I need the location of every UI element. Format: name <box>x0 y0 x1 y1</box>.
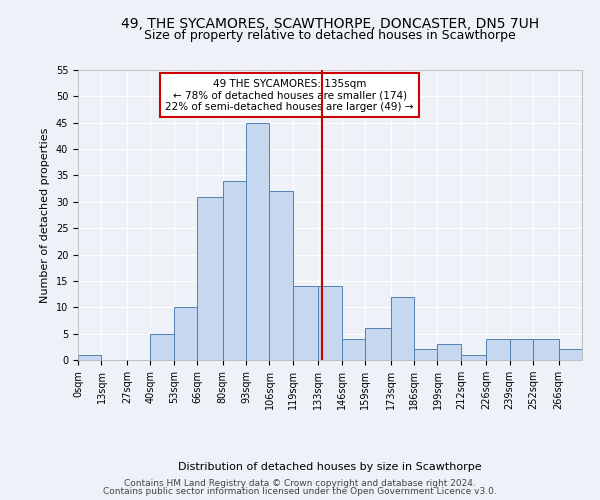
Bar <box>246 122 269 360</box>
Y-axis label: Number of detached properties: Number of detached properties <box>40 128 50 302</box>
Bar <box>318 286 342 360</box>
Text: Distribution of detached houses by size in Scawthorpe: Distribution of detached houses by size … <box>178 462 482 472</box>
Text: 49, THE SYCAMORES, SCAWTHORPE, DONCASTER, DN5 7UH: 49, THE SYCAMORES, SCAWTHORPE, DONCASTER… <box>121 18 539 32</box>
Text: Contains HM Land Registry data © Crown copyright and database right 2024.: Contains HM Land Registry data © Crown c… <box>124 478 476 488</box>
Bar <box>150 334 174 360</box>
Text: Contains public sector information licensed under the Open Government Licence v3: Contains public sector information licen… <box>103 487 497 496</box>
Text: 49 THE SYCAMORES: 135sqm
← 78% of detached houses are smaller (174)
22% of semi-: 49 THE SYCAMORES: 135sqm ← 78% of detach… <box>166 78 414 112</box>
Bar <box>391 296 414 360</box>
Bar <box>559 350 582 360</box>
Bar <box>461 354 486 360</box>
Bar <box>269 192 293 360</box>
Bar <box>342 339 365 360</box>
Bar <box>78 354 101 360</box>
Bar <box>223 180 246 360</box>
Bar <box>510 339 533 360</box>
Text: Size of property relative to detached houses in Scawthorpe: Size of property relative to detached ho… <box>144 29 516 42</box>
Bar <box>365 328 391 360</box>
Bar <box>293 286 318 360</box>
Bar <box>533 339 559 360</box>
Bar <box>414 350 437 360</box>
Bar <box>437 344 461 360</box>
Bar <box>174 308 197 360</box>
Bar <box>197 196 223 360</box>
Bar <box>486 339 510 360</box>
